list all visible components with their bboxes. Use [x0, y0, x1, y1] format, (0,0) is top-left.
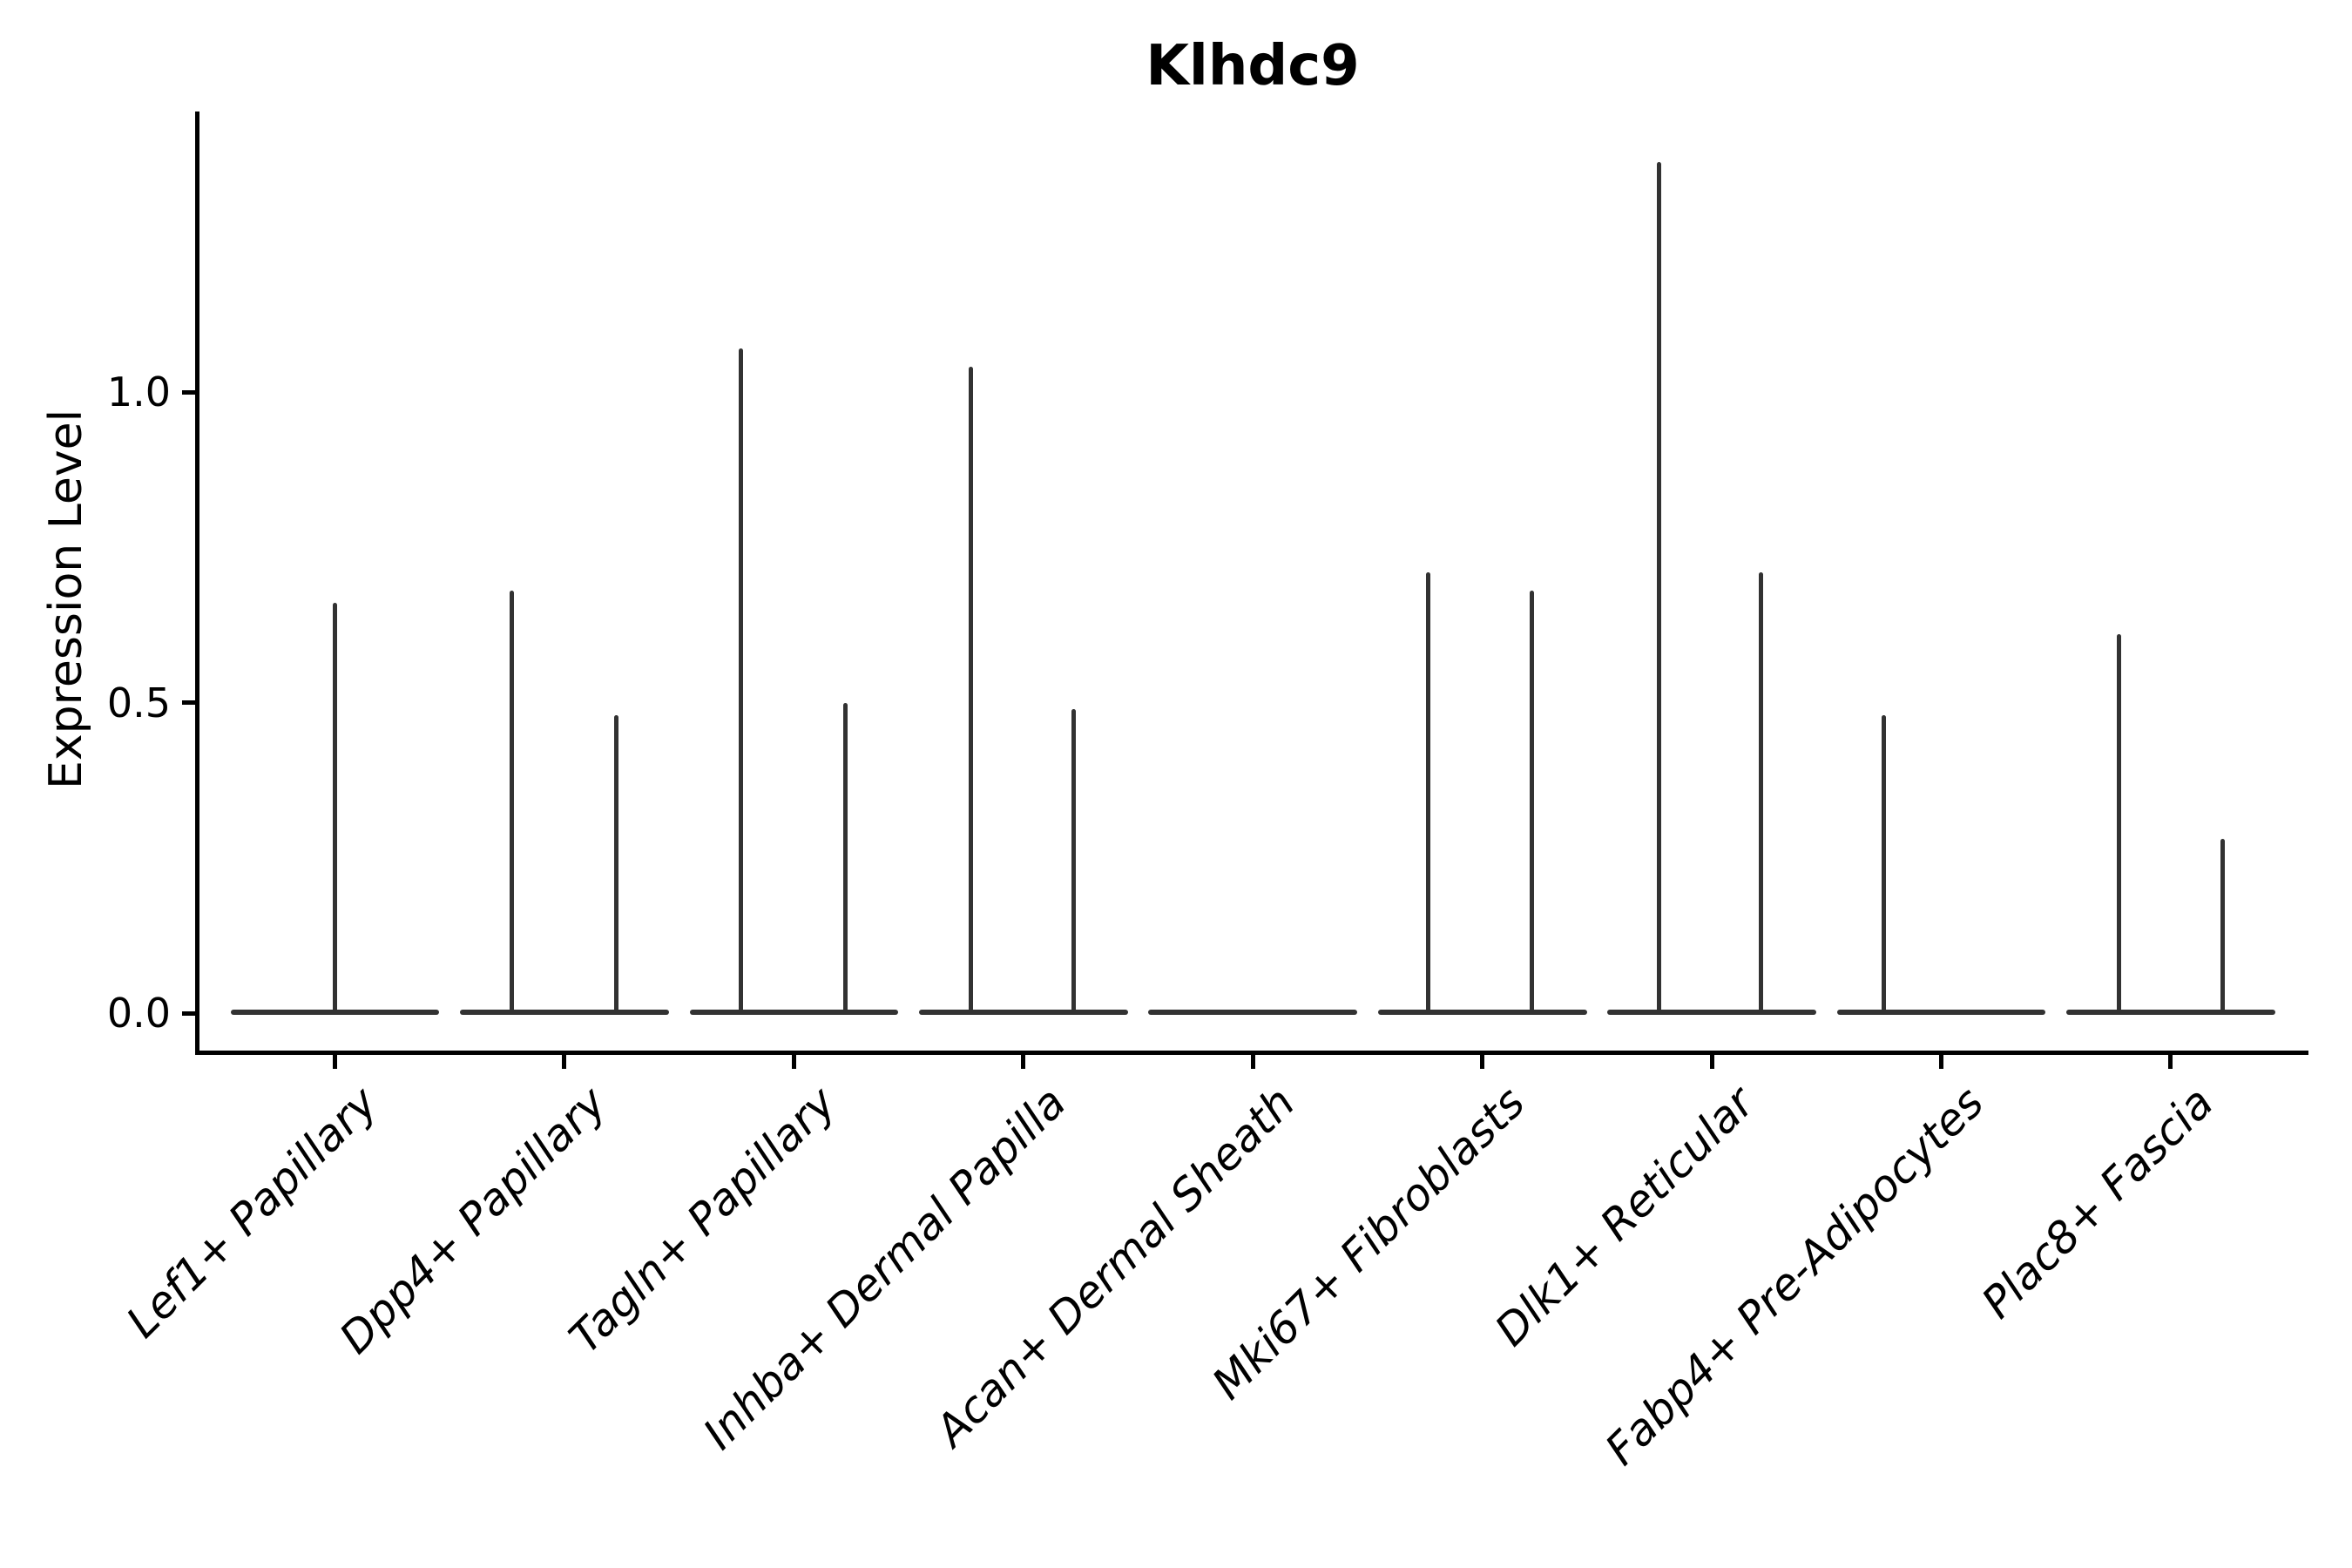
y-tick-mark — [182, 1010, 196, 1016]
violin-spike — [1882, 714, 1887, 1013]
violin-spike — [2117, 634, 2122, 1013]
x-tick-label: Fabp4+ Pre-Adipocytes — [1595, 1077, 1994, 1476]
violin-baseline — [918, 1010, 1128, 1015]
violin-spike — [843, 702, 848, 1013]
x-tick-mark — [2168, 1055, 2173, 1069]
violin-spike — [739, 348, 744, 1013]
violin-spike — [1071, 708, 1077, 1013]
violin-spike — [1657, 162, 1661, 1013]
y-axis-label: Expression Level — [40, 409, 92, 790]
y-tick-label: 0.5 — [106, 679, 171, 727]
violin-spike — [613, 714, 618, 1013]
x-tick-label: Lef1+ Papillary — [116, 1077, 388, 1348]
violin-spike — [968, 367, 973, 1013]
violin-spike — [333, 603, 338, 1013]
x-tick-mark — [791, 1055, 796, 1069]
x-tick-mark — [562, 1055, 567, 1069]
violin-spike — [1529, 591, 1534, 1013]
violin-spike — [2220, 839, 2225, 1013]
violin-baseline — [1836, 1010, 2046, 1015]
x-tick-mark — [333, 1055, 338, 1069]
y-tick-label: 0.0 — [106, 990, 171, 1037]
y-tick-label: 1.0 — [106, 368, 171, 416]
violin-spike — [1759, 571, 1764, 1013]
x-axis-spine — [195, 1051, 2308, 1055]
y-tick-mark — [182, 389, 196, 395]
y-axis-spine — [195, 112, 199, 1055]
x-tick-mark — [1480, 1055, 1485, 1069]
violin-baseline — [1607, 1010, 1816, 1015]
plot-title: Klhdc9 — [1146, 34, 1360, 98]
violin-baseline — [1377, 1010, 1587, 1015]
violin-baseline — [689, 1010, 899, 1015]
y-tick-mark — [182, 700, 196, 705]
x-tick-mark — [1709, 1055, 1714, 1069]
x-tick-mark — [1939, 1055, 1944, 1069]
x-tick-label: Plac8+ Fascia — [1971, 1077, 2223, 1328]
violin-baseline — [460, 1010, 669, 1015]
violin-baseline — [2066, 1010, 2275, 1015]
violin-spike — [509, 591, 514, 1013]
violin-baseline — [1148, 1010, 1358, 1015]
x-tick-mark — [1250, 1055, 1255, 1069]
x-tick-mark — [1021, 1055, 1026, 1069]
violin-spike — [1426, 571, 1431, 1013]
